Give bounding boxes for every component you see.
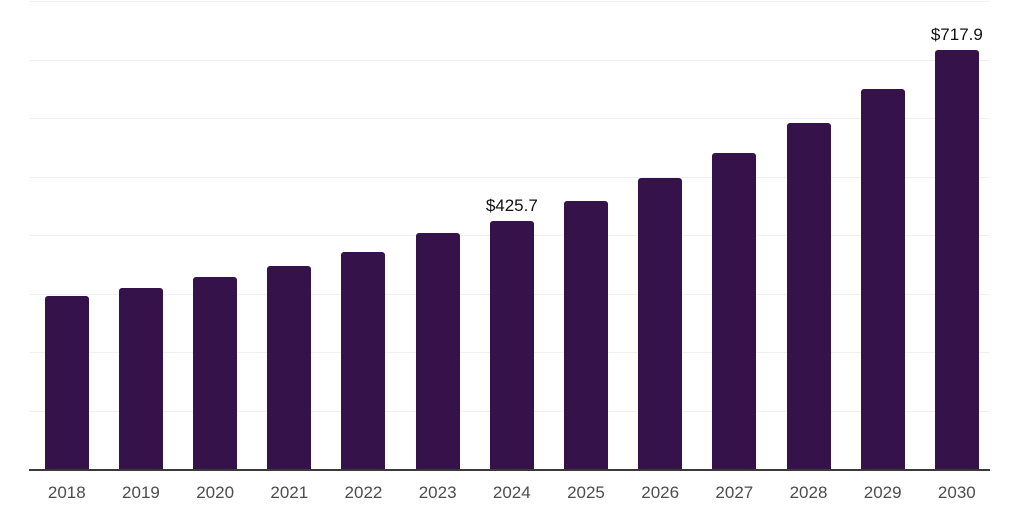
x-tick-label-2022: 2022 <box>344 483 383 502</box>
bar-value-label-2024: $425.7 <box>485 195 538 215</box>
bar-2018 <box>44 296 89 470</box>
bar-2026 <box>638 178 683 470</box>
x-tick-label-2021: 2021 <box>270 483 309 502</box>
bar-2020 <box>193 277 238 470</box>
x-tick-label-2018: 2018 <box>47 483 86 502</box>
gridline-700 <box>30 59 990 61</box>
bar-2028 <box>786 123 831 470</box>
x-tick-label-2030: 2030 <box>937 483 976 502</box>
plot-area: $425.7 $717.9 <box>30 1 990 470</box>
x-axis-line <box>29 469 990 471</box>
x-tick-label-2028: 2028 <box>789 483 828 502</box>
bar-2027 <box>712 152 757 470</box>
x-tick-label-2026: 2026 <box>641 483 680 502</box>
x-tick-label-2023: 2023 <box>418 483 457 502</box>
bar-2029 <box>860 88 905 470</box>
x-tick-label-2019: 2019 <box>122 483 160 502</box>
x-tick-label-2027: 2027 <box>715 483 754 502</box>
bar-2030 <box>934 50 979 470</box>
gridline-800 <box>30 1 990 2</box>
bar-2023 <box>415 233 460 470</box>
bar-2019 <box>118 288 163 470</box>
x-tick-label-2020: 2020 <box>196 483 235 502</box>
bar-value-label-2030: $717.9 <box>930 24 983 44</box>
x-tick-label-2024: 2024 <box>492 483 531 502</box>
x-tick-label-2025: 2025 <box>567 483 605 502</box>
bar-2021 <box>267 265 312 470</box>
x-axis: 2018 2019 2020 2021 2022 2023 2024 2025 2026 2027… <box>30 471 990 512</box>
bar-2024 <box>489 220 534 470</box>
x-tick-label-2029: 2029 <box>863 483 902 502</box>
bar-2025 <box>563 200 608 470</box>
bar-2022 <box>341 251 386 470</box>
gridline-500 <box>30 176 990 178</box>
gridline-600 <box>30 118 990 119</box>
